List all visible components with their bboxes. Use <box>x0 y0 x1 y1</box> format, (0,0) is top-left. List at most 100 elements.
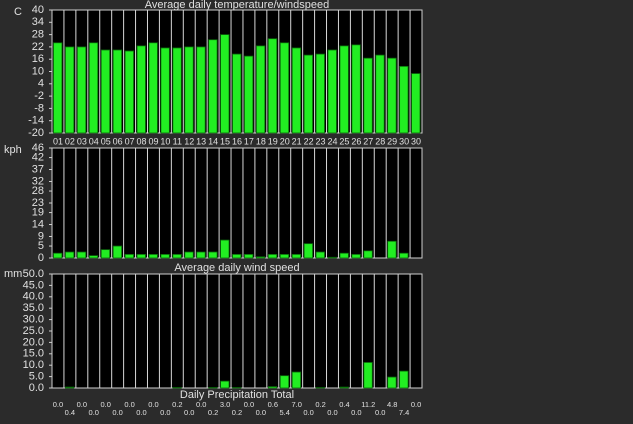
bar <box>100 49 111 134</box>
bar <box>339 45 349 134</box>
value-label: 0.0 <box>244 400 254 409</box>
x-tick-label: 14 <box>208 136 218 146</box>
bar <box>184 46 194 134</box>
x-tick-label: 30 <box>411 136 421 146</box>
bar <box>363 57 373 134</box>
bar <box>220 34 230 134</box>
bar <box>279 254 290 259</box>
bar <box>76 251 87 259</box>
y-tick-label: 0.0 <box>29 382 44 394</box>
x-tick-label: 03 <box>77 136 87 146</box>
value-label: 0.0 <box>375 408 385 417</box>
y-tick-label: 5.0 <box>29 371 44 383</box>
x-tick-label: 23 <box>316 136 326 146</box>
value-label: 0.0 <box>77 400 87 409</box>
x-tick-label: 01 <box>53 136 63 146</box>
bar <box>100 249 111 259</box>
bar <box>65 386 75 389</box>
x-tick-label: 12 <box>184 136 194 146</box>
value-label: 0.0 <box>327 408 337 417</box>
y-tick-label: 35.0 <box>23 302 44 314</box>
bar <box>279 42 290 134</box>
x-tick-label: 21 <box>292 136 302 146</box>
bar <box>327 49 337 134</box>
value-label: 0.6 <box>268 400 278 409</box>
bar <box>124 50 134 134</box>
bar <box>256 45 266 134</box>
bar <box>172 254 182 259</box>
bar <box>208 39 218 134</box>
value-label: 0.2 <box>172 400 182 409</box>
y-tick-label: -8 <box>34 102 44 114</box>
value-label: 0.0 <box>184 408 194 417</box>
bar <box>267 386 278 389</box>
bar <box>363 250 373 259</box>
x-tick-label: 28 <box>375 136 385 146</box>
x-tick-label: 18 <box>256 136 266 146</box>
y-tick-label: 19 <box>32 206 44 218</box>
chart-title: Daily Precipitation Total <box>180 389 294 401</box>
value-label: 0.0 <box>256 408 266 417</box>
x-tick-label: 02 <box>65 136 75 146</box>
bar <box>136 45 146 134</box>
x-tick-label: 29 <box>387 136 397 146</box>
y-tick-label: 16 <box>32 53 44 65</box>
bar <box>303 54 313 134</box>
x-tick-label: 06 <box>113 136 123 146</box>
y-tick-label: 4 <box>38 78 44 90</box>
x-tick-label: 17 <box>244 136 254 146</box>
bar <box>124 254 134 259</box>
value-label: 5.4 <box>280 408 290 417</box>
bar <box>65 46 75 134</box>
bar <box>399 370 409 389</box>
value-label: 4.8 <box>387 400 397 409</box>
x-tick-label: 09 <box>148 136 158 146</box>
bar <box>220 239 230 259</box>
value-label: 0.2 <box>232 408 242 417</box>
x-tick-label: 24 <box>327 136 337 146</box>
y-tick-label: 34 <box>32 16 44 28</box>
y-tick-label: 40.0 <box>23 291 44 303</box>
bar <box>267 38 278 134</box>
y-tick-label: 45.0 <box>23 279 44 291</box>
bar <box>196 251 206 259</box>
x-tick-label: 13 <box>196 136 206 146</box>
bar <box>327 256 337 259</box>
bar <box>136 254 146 259</box>
bar <box>53 42 63 134</box>
bar <box>148 42 158 134</box>
value-label: 0.0 <box>351 408 361 417</box>
value-label: 0.2 <box>315 400 325 409</box>
value-label: 11.2 <box>361 400 375 409</box>
bar <box>184 251 194 259</box>
axis-unit: kph <box>4 144 22 156</box>
x-tick-label: 19 <box>268 136 278 146</box>
value-label: 0.4 <box>339 400 349 409</box>
bar <box>148 254 158 259</box>
value-label: 0.0 <box>160 408 170 417</box>
y-tick-label: 28 <box>32 185 44 197</box>
bar <box>291 47 302 134</box>
bar <box>88 42 99 134</box>
bar <box>363 362 373 389</box>
bar <box>387 57 397 134</box>
value-label: 0.0 <box>196 400 206 409</box>
y-tick-label: 10.0 <box>23 359 44 371</box>
value-label: 0.0 <box>148 400 158 409</box>
bar <box>53 252 63 259</box>
x-tick-label: 07 <box>125 136 135 146</box>
y-tick-label: 20.0 <box>23 336 44 348</box>
value-label: 0.0 <box>53 400 63 409</box>
bar <box>220 380 230 389</box>
x-tick-label: 22 <box>304 136 314 146</box>
y-tick-label: 37 <box>32 163 44 175</box>
bar <box>76 46 87 134</box>
y-tick-label: 5 <box>38 240 44 252</box>
bar <box>339 386 349 389</box>
y-tick-label: 22 <box>32 41 44 53</box>
axis-unit: C <box>14 6 22 18</box>
bar <box>291 371 302 389</box>
x-tick-label: 04 <box>89 136 99 146</box>
bar <box>387 376 397 389</box>
